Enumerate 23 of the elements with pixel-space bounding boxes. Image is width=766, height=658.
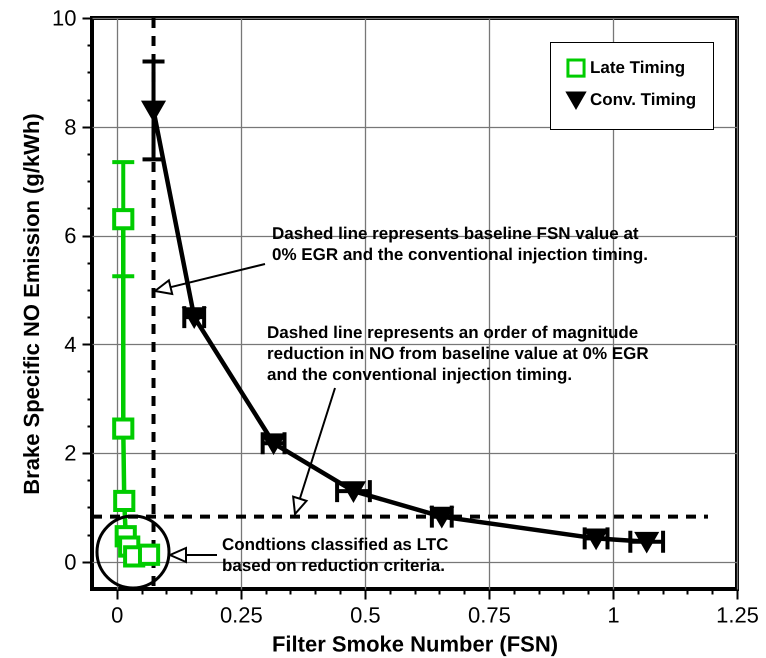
y-tick-label: 0 — [64, 549, 76, 574]
x-tick-label: 0.25 — [220, 602, 263, 628]
y-tick-label: 8 — [64, 114, 76, 140]
x-tick-label: 1 — [607, 602, 620, 628]
x-axis-title: Filter Smoke Number (FSN) — [272, 632, 558, 656]
annotation: Condtions classified as LTC based on reduction criteria. — [222, 535, 448, 575]
point — [138, 544, 160, 566]
y-tick-label: 2 — [64, 440, 76, 466]
x-tick-label: 1.25 — [716, 602, 759, 628]
point — [112, 417, 134, 440]
annotation: Dashed line represents baseline FSN value at 0% EGR and the conventional injection timing. — [272, 224, 648, 264]
y-axis-title: Brake Specific NO Emission (g/kWh) — [19, 113, 44, 495]
point — [112, 208, 134, 230]
legend-label: Conv. Timing — [590, 90, 696, 109]
x-tick-label: 0.5 — [350, 602, 381, 628]
x-tick-label: 0.75 — [468, 602, 511, 628]
y-tick-label: 4 — [64, 332, 76, 357]
annotation: Dashed line represents an order of magnitude reduction in NO from baseline value at 0% EGR and the conventional injection timing. — [267, 323, 649, 384]
y-tick-label: 10 — [52, 6, 76, 30]
point — [113, 490, 136, 512]
legend-label: Late Timing — [590, 58, 686, 77]
y-tick-label: 6 — [64, 223, 76, 248]
x-tick-label: 0 — [111, 602, 124, 628]
